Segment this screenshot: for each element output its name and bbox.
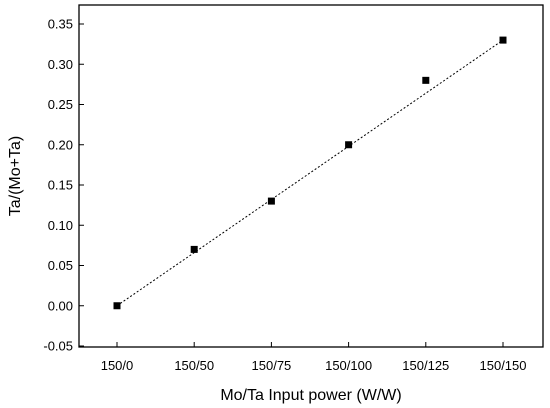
y-tick-label: 0.25 xyxy=(48,97,73,112)
y-axis-ticks: -0.05 0.00 0.05 0.10 0.15 0.20 0.25 0.30 0.35 xyxy=(43,17,84,354)
y-tick-label: 0.05 xyxy=(48,258,73,273)
x-tick-label: 150/50 xyxy=(174,358,214,373)
y-tick-label: 0.35 xyxy=(48,17,73,32)
y-axis-title: Ta/(Mo+Ta) xyxy=(7,136,24,216)
x-tick-label: 150/125 xyxy=(402,358,449,373)
data-point xyxy=(113,302,121,310)
data-points xyxy=(113,36,507,310)
plot-frame xyxy=(78,4,544,348)
x-tick-label: 150/75 xyxy=(252,358,292,373)
data-point xyxy=(267,197,275,205)
y-tick-label: 0.15 xyxy=(48,178,73,193)
y-tick-label: 0.20 xyxy=(48,137,73,152)
x-tick-label: 150/150 xyxy=(480,358,527,373)
y-tick-label: 0.30 xyxy=(48,57,73,72)
y-tick-label: -0.05 xyxy=(43,339,73,354)
x-axis-ticks: 150/0 150/50 150/75 150/100 150/125 150/150 xyxy=(101,342,527,373)
x-tick-label: 150/0 xyxy=(101,358,134,373)
data-point xyxy=(499,36,507,44)
x-axis-title: Mo/Ta Input power (W/W) xyxy=(220,387,401,404)
data-point xyxy=(345,141,353,149)
y-tick-label: 0.00 xyxy=(48,298,73,313)
y-tick-label: 0.10 xyxy=(48,218,73,233)
trendline xyxy=(116,39,504,307)
data-point xyxy=(422,76,430,84)
data-point xyxy=(190,245,198,253)
x-tick-label: 150/100 xyxy=(325,358,372,373)
